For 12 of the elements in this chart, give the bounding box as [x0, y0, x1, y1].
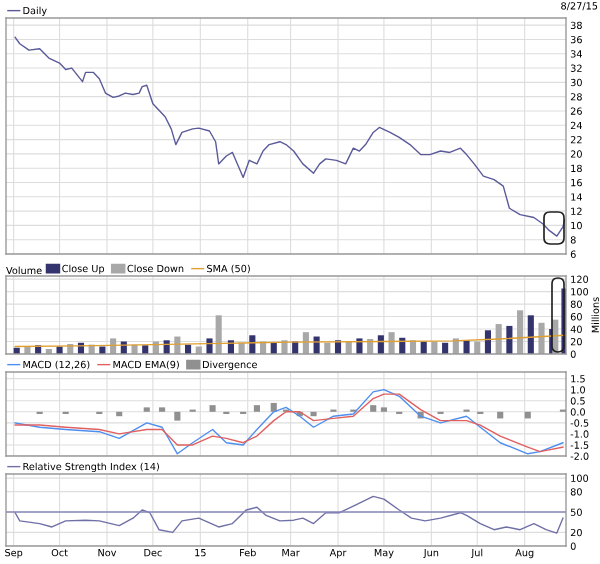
bar [388, 332, 395, 354]
bar [356, 338, 363, 354]
bar [506, 325, 513, 354]
bar [484, 330, 492, 354]
bar [463, 340, 470, 354]
bar [215, 315, 222, 354]
bar [538, 322, 545, 354]
bar [517, 310, 524, 354]
bar [527, 315, 534, 354]
bar [281, 340, 288, 354]
bar [206, 338, 213, 354]
line-series [14, 495, 564, 534]
